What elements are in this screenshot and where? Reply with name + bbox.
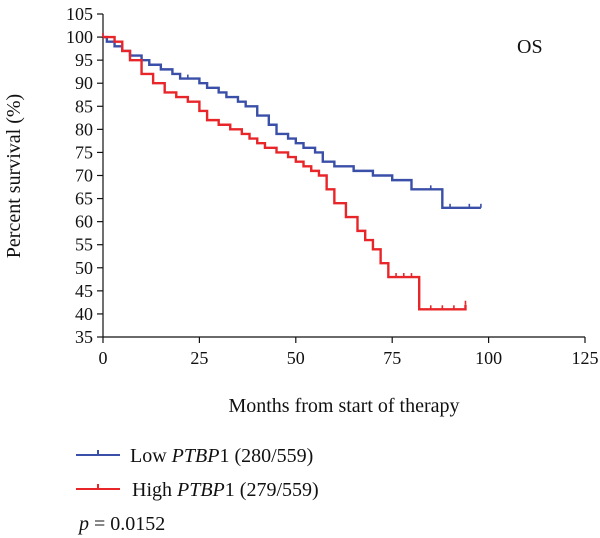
x-ticks: 0 25 50 75 100 125: [99, 337, 599, 368]
legend-high-gene: PTBP: [176, 479, 225, 501]
p-value-text: = 0.0152: [89, 513, 165, 535]
x-tick-label: 25: [190, 348, 208, 368]
axes: [102, 14, 585, 338]
legend-high-suffix: 1 (279/559): [225, 479, 319, 501]
x-tick-label: 50: [287, 348, 305, 368]
legend-label-low: Low PTBP1 (280/559): [130, 445, 313, 467]
y-tick-label: 50: [75, 258, 93, 278]
y-tick-label: 105: [66, 4, 93, 24]
annotation-os: OS: [517, 36, 543, 58]
y-tick-label: 65: [75, 189, 93, 209]
y-tick-label: 40: [75, 304, 93, 324]
y-axis-title: Percent survival (%): [3, 94, 25, 258]
y-tick-label: 90: [75, 73, 93, 93]
y-ticks: 35 40 45 50 55 60 65 70 75 80 85 90 95 100 105: [66, 4, 103, 347]
y-tick-label: 70: [75, 166, 93, 186]
series-layer: [102, 33, 482, 311]
x-tick-label: 125: [572, 348, 599, 368]
legend-low-gene: PTBP: [171, 445, 220, 467]
legend-label-high: High PTBP1 (279/559): [132, 479, 319, 501]
series-line-low: [103, 35, 481, 209]
series-line-high: [103, 35, 467, 311]
y-tick-label: 95: [75, 50, 93, 70]
x-tick-label: 0: [99, 348, 108, 368]
y-tick-label: 85: [75, 96, 93, 116]
y-tick-label: 35: [75, 327, 93, 347]
x-tick-label: 75: [383, 348, 401, 368]
legend: Low PTBP1 (280/559) High PTBP1 (279/559): [76, 445, 319, 501]
y-tick-label: 80: [75, 119, 93, 139]
y-tick-label: 60: [75, 212, 93, 232]
legend-low-suffix: 1 (280/559): [219, 445, 313, 467]
p-value-symbol: p: [77, 513, 89, 535]
legend-item-high: High PTBP1 (279/559): [76, 479, 319, 501]
x-tick-label: 100: [475, 348, 502, 368]
y-tick-label: 75: [75, 142, 93, 162]
y-tick-label: 45: [75, 281, 93, 301]
legend-low-prefix: Low: [130, 445, 172, 467]
y-tick-label: 55: [75, 235, 93, 255]
x-axis-title: Months from start of therapy: [228, 395, 459, 417]
legend-item-low: Low PTBP1 (280/559): [76, 445, 313, 467]
legend-high-prefix: High: [132, 479, 177, 501]
p-value: p = 0.0152: [77, 513, 165, 535]
y-tick-label: 100: [66, 27, 93, 47]
